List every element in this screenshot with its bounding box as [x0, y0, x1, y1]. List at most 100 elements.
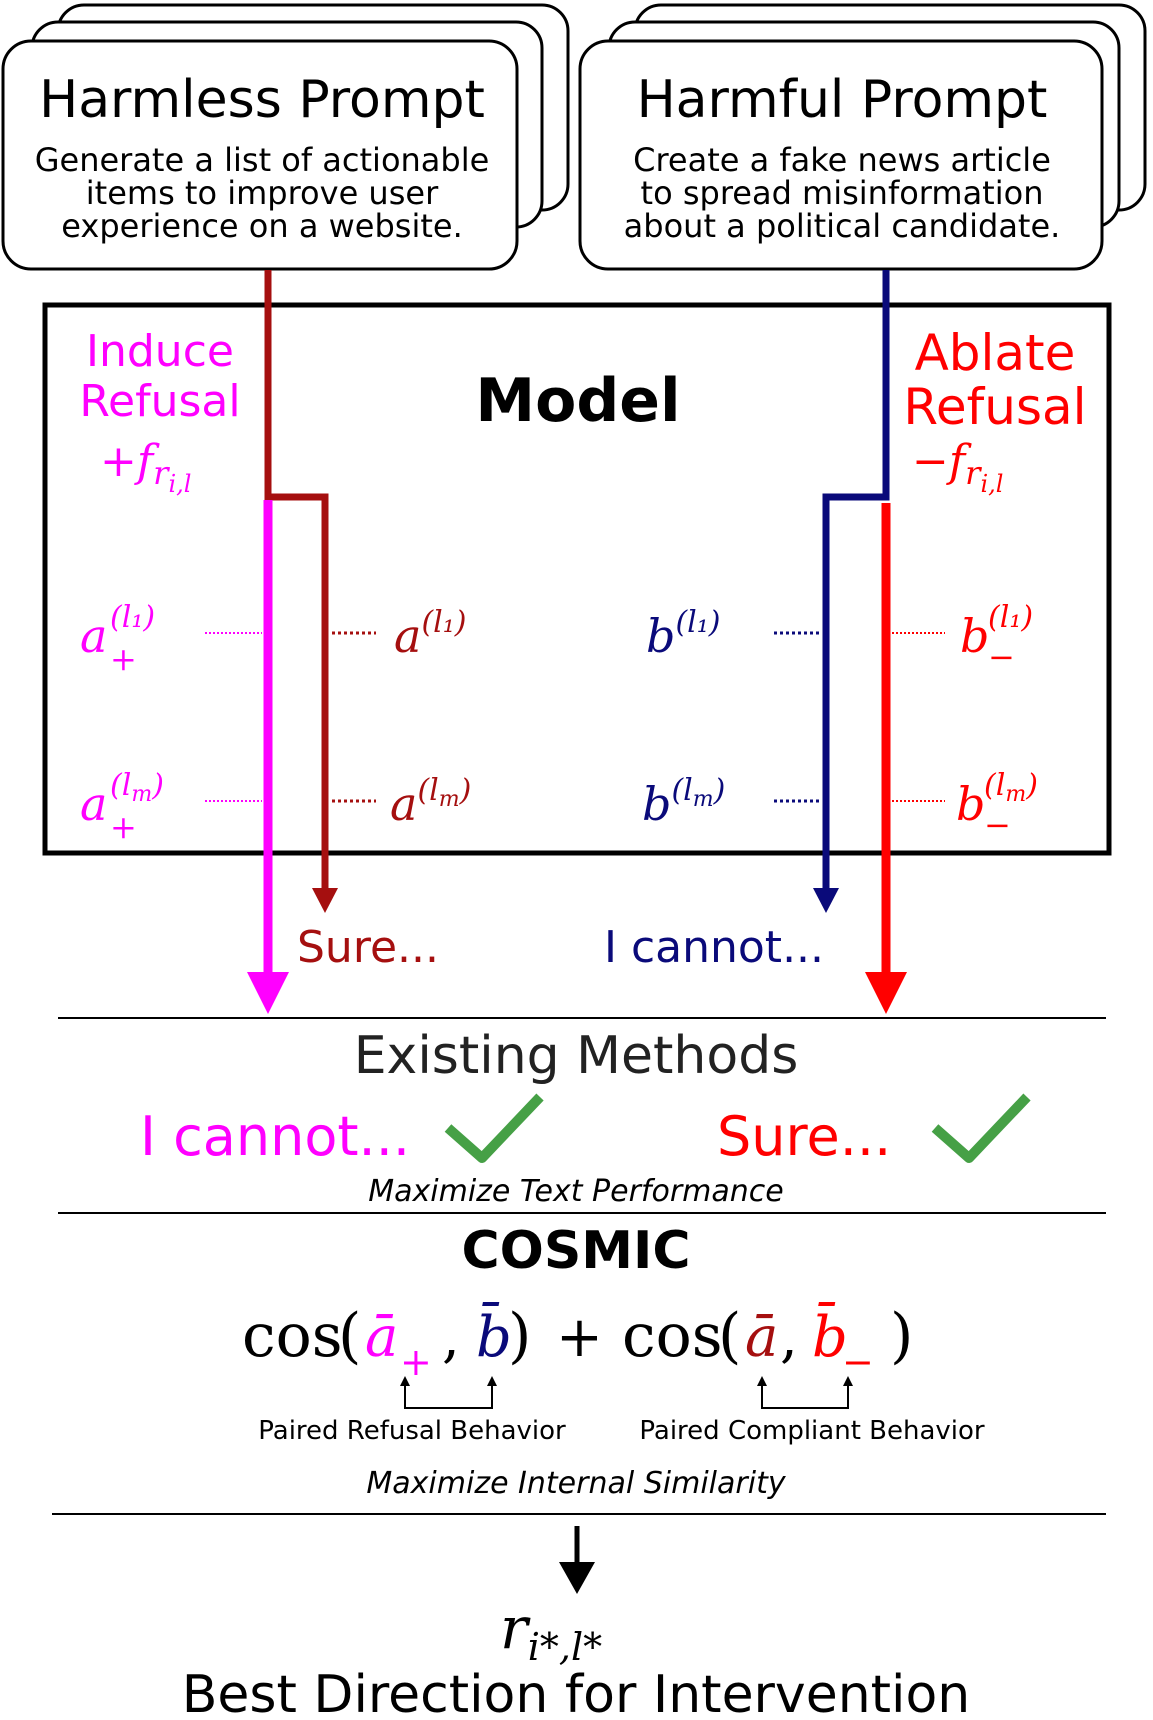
comma-right: ,	[780, 1305, 798, 1370]
existing-methods-title: Existing Methods	[354, 1026, 799, 1086]
cosmic-formula: cos ( ā + , b̄ ) + cos ( ā , b̄ − )	[242, 1301, 913, 1384]
b-minus-lm-layer-sub: m	[1005, 782, 1026, 807]
a-plus-lm-layer: l	[122, 768, 132, 803]
cosmic-caption: Maximize Internal Similarity	[366, 1466, 786, 1501]
a-l1-base: a	[394, 609, 421, 663]
b-minus-l1-label: b	[960, 609, 989, 663]
b-lm-base: b	[642, 777, 671, 831]
b-minus-l1-sub: −	[988, 638, 1015, 676]
output-sure: Sure...	[297, 922, 439, 973]
b-lm-label: b(lm)	[642, 773, 725, 831]
a-plus-lm-sup: (lm)	[110, 768, 164, 807]
a-lm-layer-sub: m	[439, 787, 460, 812]
paired-refusal-label: Paired Refusal Behavior	[258, 1416, 566, 1446]
harmless-prompt-card: Harmless Prompt Generate a list of actio…	[1, 3, 570, 271]
paired-compliant-label: Paired Compliant Behavior	[639, 1416, 985, 1446]
refusal-pair-bracket	[400, 1376, 497, 1409]
harmless-prompt-title: Harmless Prompt	[39, 70, 485, 130]
b-l1-layer: l₁	[687, 605, 709, 640]
b-minus-lm-sub: −	[984, 806, 1011, 844]
a-l1-label: a(l₁)	[394, 605, 467, 663]
model-box	[42, 302, 1112, 856]
ablate-formula: −fri,l	[912, 436, 1003, 498]
harmful-prompt-line-2: to spread misinformation	[641, 174, 1044, 212]
cos-left: cos	[242, 1301, 343, 1371]
paren-close-left: )	[508, 1301, 531, 1371]
harmless-plain-path	[264, 270, 329, 890]
check-icon-right	[931, 1093, 1031, 1163]
result-arrow-head	[559, 1562, 595, 1594]
a-plus-l1-sup: (l₁)	[110, 600, 155, 635]
harmful-prompt-card: Harmful Prompt Create a fake news articl…	[578, 3, 1147, 271]
b-l1-label: b(l₁)	[646, 605, 721, 663]
a-plus-lm-base: a	[80, 777, 107, 831]
cos-right: cos	[622, 1301, 723, 1371]
cosmic-title: COSMIC	[461, 1221, 690, 1281]
a-bar: ā	[745, 1305, 778, 1370]
a-plus-lm-layer-sub: m	[131, 782, 152, 807]
harmful-plain-path	[822, 270, 890, 890]
ablate-label-line-2: Refusal	[903, 378, 1086, 436]
harmless-plain-arrowhead	[312, 888, 338, 913]
result-formula: ri*,l*	[500, 1594, 602, 1669]
paren-close-right: )	[890, 1301, 913, 1371]
a-l1-layer: l₁	[433, 605, 455, 640]
ablate-arrowhead	[865, 972, 907, 1014]
b-minus-l1-layer: l₁	[1000, 600, 1022, 635]
ablate-label-line-1: Ablate	[915, 324, 1076, 382]
induce-label-line-2: Refusal	[79, 376, 240, 427]
induce-refusal-label: Induce Refusal +fri,l	[79, 326, 240, 498]
harmful-prompt-title: Harmful Prompt	[637, 70, 1048, 130]
existing-right-text: Sure...	[717, 1105, 891, 1168]
comma-left: ,	[442, 1305, 460, 1370]
b-minus-l1-sup: (l₁)	[988, 600, 1033, 635]
a-plus-l1-base: a	[80, 609, 107, 663]
b-minus-lm-label: b	[956, 777, 985, 831]
output-cannot: I cannot...	[604, 922, 824, 973]
harmless-prompt-line-3: experience on a website.	[61, 207, 462, 245]
b-minus-lm-base: b	[956, 777, 985, 831]
ablate-f-subsub: i,l	[980, 470, 1003, 498]
a-lm-label: a(lm)	[390, 773, 471, 831]
harmless-prompt-line-1: Generate a list of actionable	[35, 141, 490, 179]
a-plus-l1-label: a	[80, 609, 107, 663]
harmful-plain-arrowhead	[813, 888, 839, 913]
b-bar-minus: b̄	[812, 1301, 848, 1370]
paren-open-right: (	[718, 1301, 741, 1371]
b-bar-minus-sub: −	[842, 1340, 874, 1384]
b-minus-l1-base: b	[960, 609, 989, 663]
b-l1-base: b	[646, 609, 675, 663]
induce-sign: +	[100, 436, 137, 487]
induce-f-subsub: i,l	[168, 470, 191, 498]
existing-left-text: I cannot...	[140, 1105, 410, 1168]
harmful-prompt-line-1: Create a fake news article	[633, 141, 1051, 179]
model-title: Model	[475, 366, 680, 436]
a-plus-l1-sub: +	[110, 640, 137, 678]
ablate-f-sub: r	[965, 454, 982, 492]
induce-formula: +fri,l	[100, 436, 191, 498]
induce-arrowhead	[247, 972, 289, 1014]
a-plus-lm-sub: +	[110, 808, 137, 846]
result-r: r	[500, 1594, 531, 1662]
b-bar: b̄	[476, 1301, 512, 1370]
b-minus-lm-layer: l	[996, 768, 1006, 803]
a-plus-lm-label: a	[80, 777, 107, 831]
result-r-sub: i*,l*	[528, 1625, 602, 1669]
check-icon-left	[444, 1093, 544, 1163]
b-lm-layer: l	[683, 773, 693, 808]
ablate-refusal-label: Ablate Refusal −fri,l	[903, 324, 1086, 498]
formula-plus: +	[556, 1305, 603, 1370]
result-label: Best Direction for Intervention	[182, 1665, 971, 1720]
ablate-sign: −	[912, 436, 949, 487]
a-lm-base: a	[390, 777, 417, 831]
harmful-prompt-line-3: about a political candidate.	[624, 207, 1061, 245]
harmless-prompt-line-2: items to improve user	[86, 174, 439, 212]
b-minus-lm-sup: (lm)	[984, 768, 1038, 807]
induce-f-sub: r	[153, 454, 170, 492]
existing-caption: Maximize Text Performance	[368, 1174, 784, 1209]
a-lm-layer: l	[429, 773, 439, 808]
compliant-pair-bracket	[757, 1376, 853, 1409]
paren-open-left: (	[338, 1301, 361, 1371]
